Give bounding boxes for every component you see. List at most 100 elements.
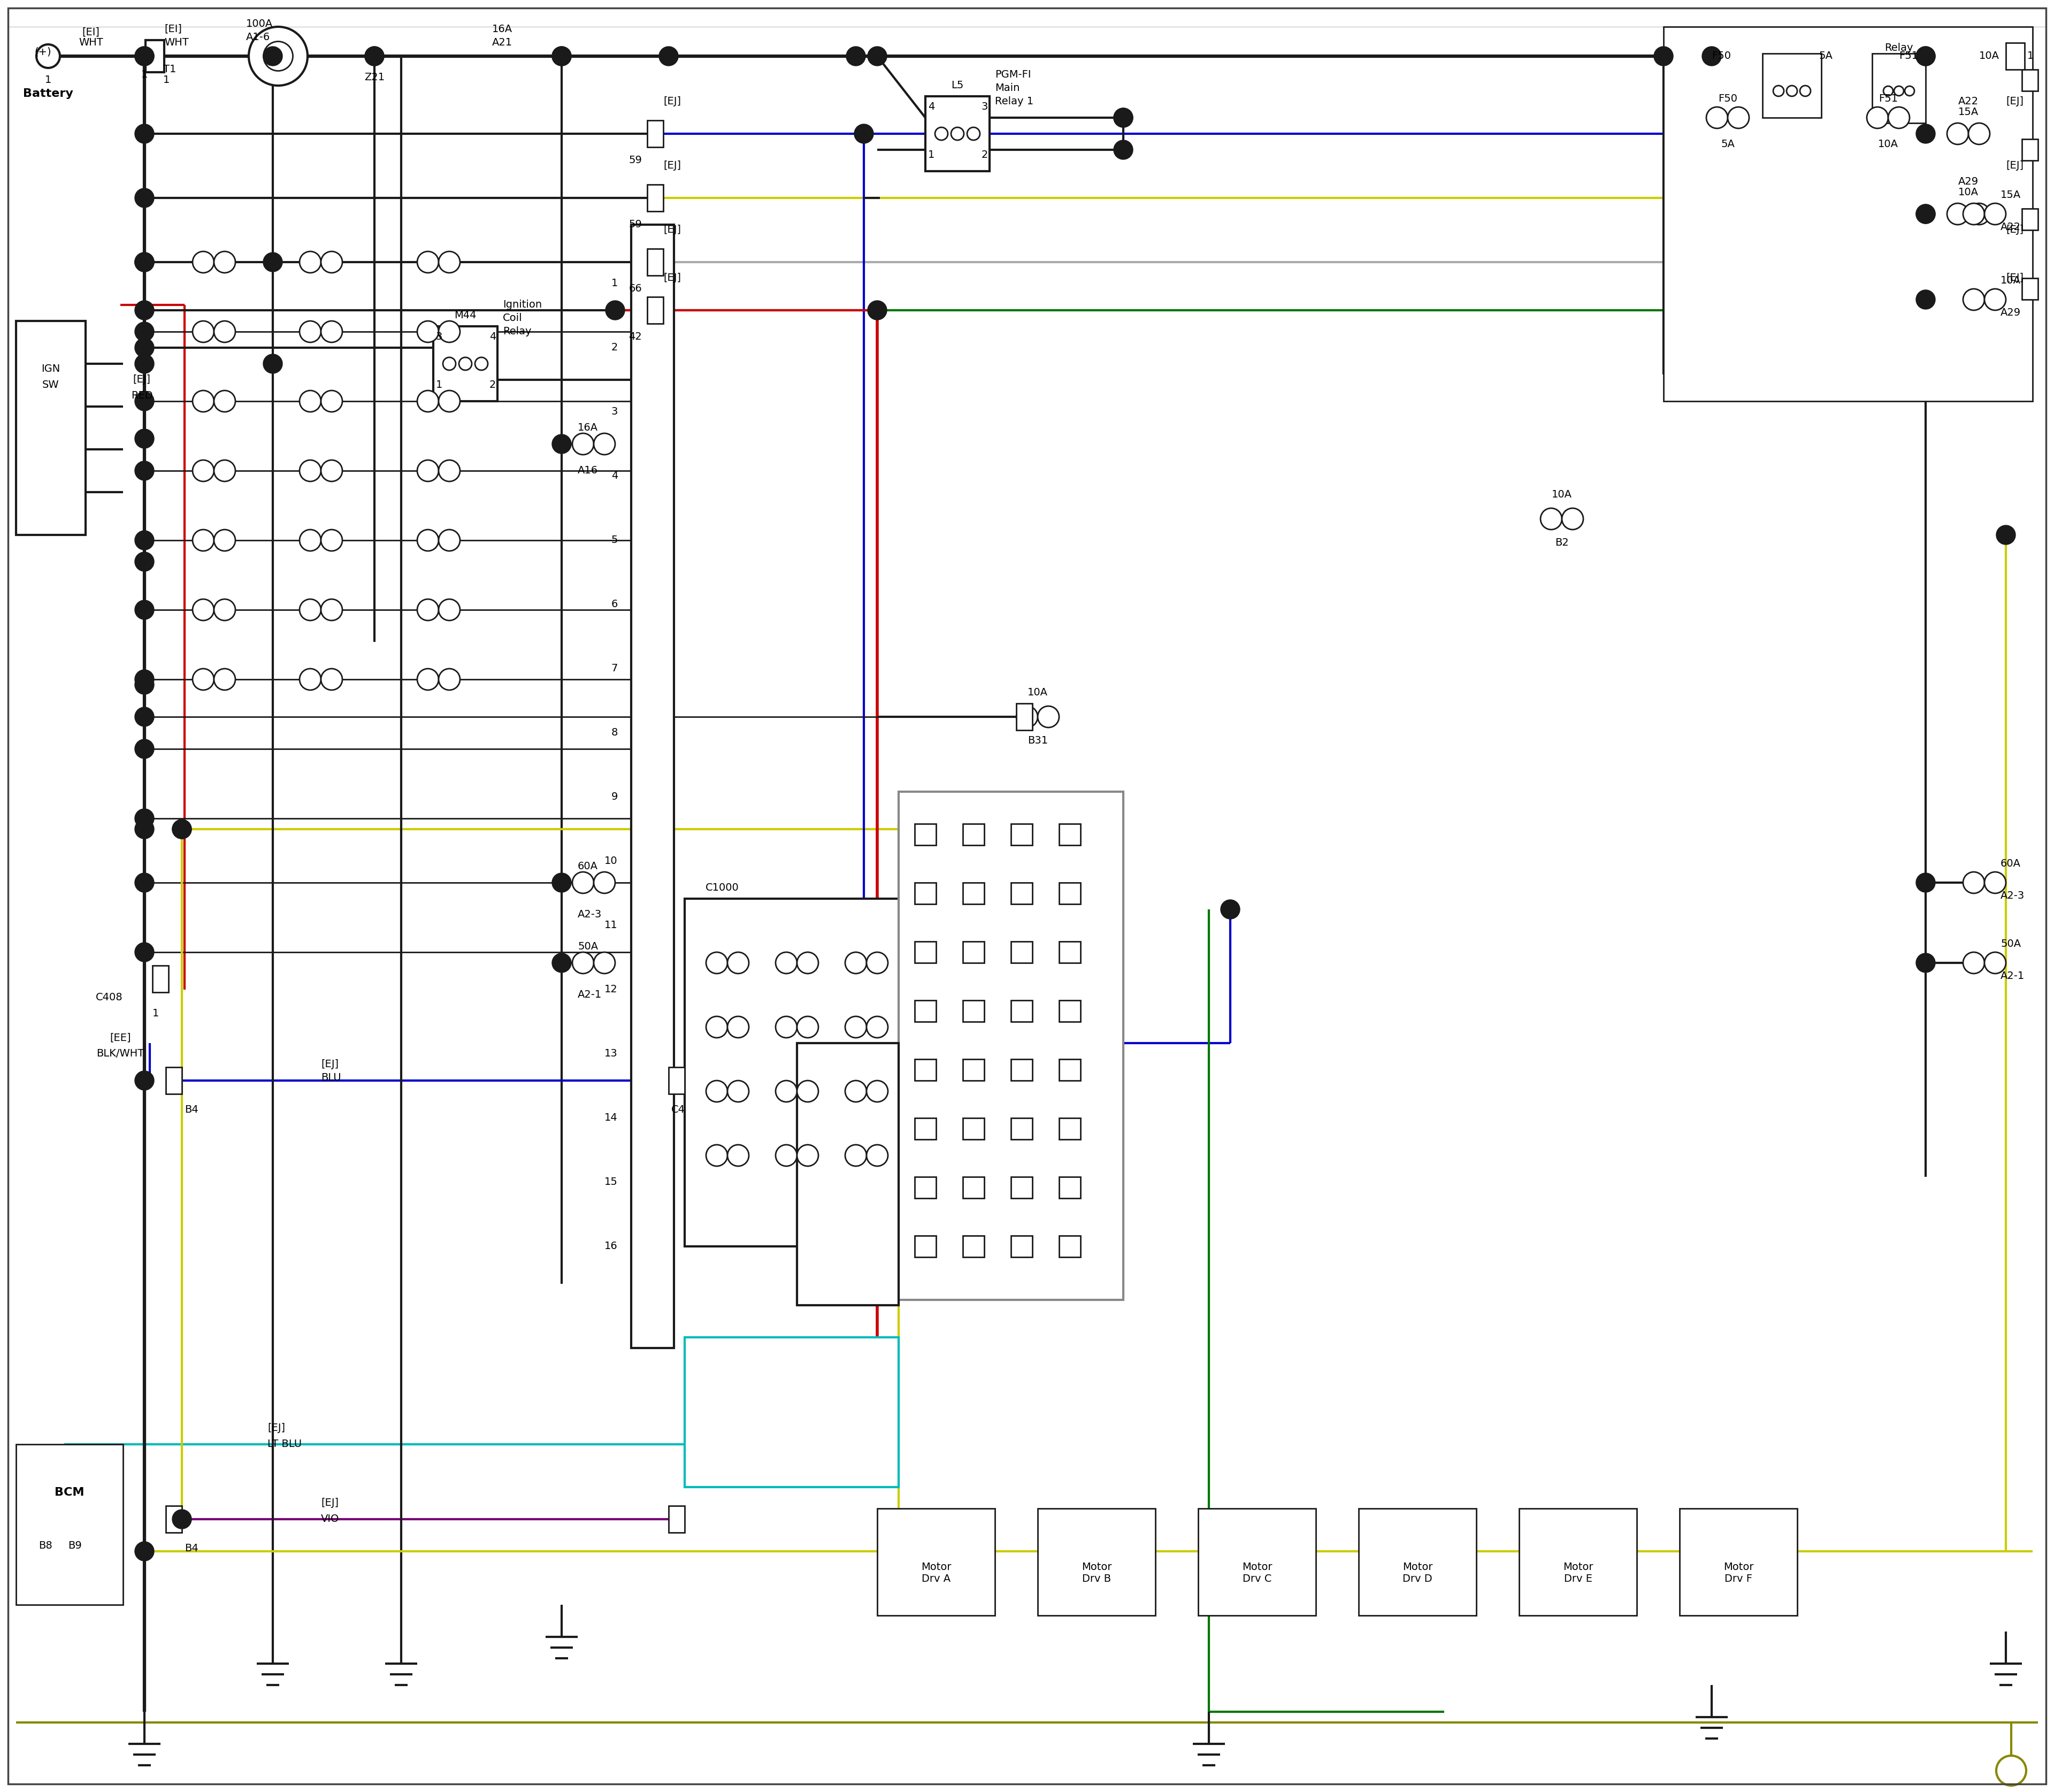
- Bar: [914, 1118, 937, 1140]
- Circle shape: [776, 1081, 797, 1102]
- Bar: [914, 824, 937, 846]
- Circle shape: [458, 357, 472, 371]
- Circle shape: [1888, 108, 1910, 129]
- Circle shape: [1916, 204, 1935, 224]
- Text: 1: 1: [45, 75, 51, 84]
- Circle shape: [707, 1081, 727, 1102]
- Circle shape: [136, 188, 154, 208]
- Text: 66: 66: [629, 283, 641, 294]
- Text: 14: 14: [604, 1113, 618, 1124]
- Circle shape: [659, 47, 678, 66]
- Text: 59: 59: [629, 219, 641, 229]
- Bar: [1060, 941, 1080, 962]
- Bar: [647, 120, 663, 147]
- Text: 5A: 5A: [1818, 50, 1832, 61]
- Text: WHT: WHT: [164, 38, 189, 48]
- Circle shape: [594, 873, 614, 894]
- Circle shape: [1996, 1756, 2025, 1785]
- Circle shape: [214, 461, 236, 482]
- Text: RED: RED: [131, 391, 152, 401]
- Text: 8: 8: [612, 728, 618, 738]
- Text: 4: 4: [612, 471, 618, 480]
- Circle shape: [1984, 202, 2007, 224]
- Bar: [914, 1236, 937, 1256]
- Text: 16A: 16A: [493, 23, 514, 34]
- Text: 4: 4: [489, 332, 497, 342]
- Bar: [797, 1043, 900, 1305]
- Circle shape: [1017, 706, 1037, 728]
- Bar: [1060, 1177, 1080, 1199]
- Text: 3: 3: [435, 332, 442, 342]
- Bar: [1520, 1509, 1637, 1615]
- Circle shape: [440, 391, 460, 412]
- Circle shape: [136, 339, 154, 357]
- Circle shape: [320, 461, 343, 482]
- Text: 5A: 5A: [1721, 140, 1736, 149]
- Circle shape: [1996, 525, 2015, 545]
- Text: [EJ]: [EJ]: [663, 97, 682, 106]
- Circle shape: [263, 253, 283, 272]
- Text: [EI]: [EI]: [164, 23, 183, 34]
- Bar: [2021, 70, 2038, 91]
- Text: 60A: 60A: [577, 862, 598, 871]
- Bar: [670, 1068, 684, 1093]
- Circle shape: [1904, 86, 1914, 95]
- Bar: [963, 1177, 984, 1199]
- Text: Relay: Relay: [503, 326, 532, 337]
- Circle shape: [136, 392, 154, 410]
- Text: 1: 1: [2027, 52, 2033, 61]
- Circle shape: [1113, 108, 1134, 127]
- Text: A2-3: A2-3: [577, 909, 602, 919]
- Bar: [1017, 704, 1033, 729]
- Circle shape: [573, 952, 594, 973]
- Circle shape: [1984, 289, 2007, 310]
- Circle shape: [1916, 204, 1935, 224]
- Bar: [914, 941, 937, 962]
- Circle shape: [867, 301, 887, 321]
- Text: [EJ]: [EJ]: [663, 272, 682, 283]
- Circle shape: [854, 124, 873, 143]
- Text: A2-1: A2-1: [577, 989, 602, 1000]
- Text: Motor
Drv C: Motor Drv C: [1243, 1563, 1271, 1584]
- Circle shape: [320, 321, 343, 342]
- Circle shape: [214, 668, 236, 690]
- Bar: [963, 824, 984, 846]
- Bar: [166, 1505, 183, 1532]
- Text: Battery: Battery: [23, 88, 74, 99]
- Circle shape: [136, 253, 154, 272]
- Text: [EJ]: [EJ]: [320, 1498, 339, 1507]
- Circle shape: [417, 530, 440, 550]
- Text: 11: 11: [604, 919, 618, 930]
- Text: Motor
Drv F: Motor Drv F: [1723, 1563, 1754, 1584]
- Circle shape: [707, 1145, 727, 1167]
- Text: [EI]: [EI]: [82, 27, 101, 38]
- Circle shape: [136, 355, 154, 373]
- Text: 50A: 50A: [577, 941, 598, 952]
- Circle shape: [1867, 108, 1888, 129]
- Circle shape: [867, 47, 887, 66]
- Bar: [926, 97, 990, 172]
- Text: A29: A29: [2001, 308, 2021, 317]
- Text: B31: B31: [1027, 735, 1048, 745]
- Bar: [2007, 43, 2025, 70]
- Text: Coil: Coil: [503, 314, 522, 323]
- Circle shape: [797, 1145, 817, 1167]
- Circle shape: [553, 47, 571, 66]
- Circle shape: [136, 943, 154, 962]
- Text: Relay: Relay: [1886, 43, 1912, 54]
- Circle shape: [417, 251, 440, 272]
- Text: A16: A16: [577, 466, 598, 475]
- Bar: [1011, 883, 1033, 903]
- Circle shape: [951, 127, 963, 140]
- Circle shape: [1220, 900, 1241, 919]
- Circle shape: [1916, 47, 1935, 66]
- Circle shape: [136, 47, 154, 66]
- Circle shape: [440, 251, 460, 272]
- Text: [EJ]: [EJ]: [267, 1423, 286, 1434]
- Circle shape: [136, 253, 154, 272]
- Circle shape: [320, 391, 343, 412]
- Text: F50: F50: [1711, 50, 1732, 61]
- Circle shape: [797, 1081, 817, 1102]
- Circle shape: [417, 668, 440, 690]
- Circle shape: [136, 670, 154, 688]
